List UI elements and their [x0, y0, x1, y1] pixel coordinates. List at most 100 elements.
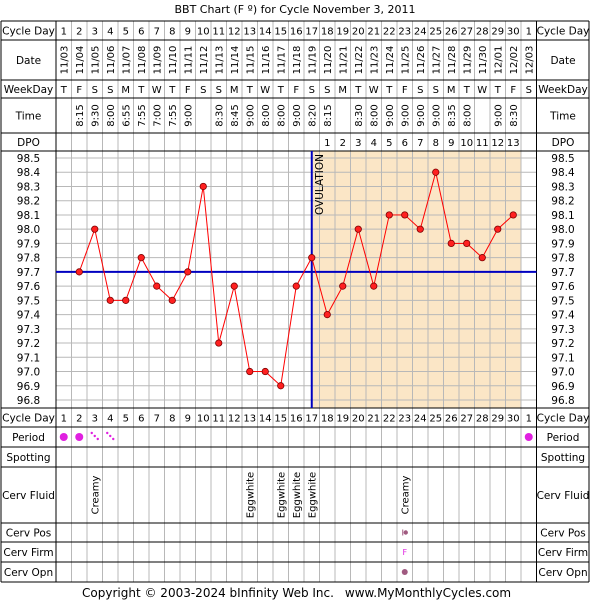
cycle-day-label-bottom: 13 — [243, 414, 256, 425]
temperature-segment — [357, 229, 375, 287]
time-label: 8:20 — [307, 104, 318, 126]
cycle-day-label-bottom: 5 — [123, 414, 129, 425]
cycle-day-label-bottom: 24 — [414, 414, 427, 425]
y-tick-label-left: 96.8 — [17, 395, 40, 407]
temperature-segment — [326, 285, 344, 315]
dpo-label: 5 — [386, 138, 392, 149]
y-tick-label-right: 98.2 — [551, 196, 574, 208]
weekday-label: F — [76, 85, 82, 96]
weekday-label: S — [417, 85, 423, 96]
cycle-day-label: 16 — [290, 27, 303, 38]
cycle-day-label: 13 — [243, 27, 256, 38]
date-label: 12/01 — [493, 46, 504, 75]
weekday-label: S — [433, 85, 439, 96]
time-label: 8:45 — [230, 104, 241, 126]
weekday-label: S — [324, 85, 330, 96]
period-spotty-marker — [93, 434, 96, 438]
temperature-point — [292, 282, 300, 290]
time-label: 8:00 — [261, 104, 272, 126]
temperature-point — [354, 225, 362, 233]
temperature-point — [153, 282, 161, 290]
temperature-segment — [295, 257, 313, 287]
temperature-point — [137, 254, 145, 262]
period-spotty-marker — [96, 437, 99, 441]
cycle-day-label-bottom: 23 — [398, 414, 411, 425]
y-axis-tick-labels: 96.8 96.8 96.9 96.9 97.0 97.0 97.1 97.1 97.2 97.2… — [17, 153, 575, 407]
weekday-label: T — [354, 85, 362, 96]
weekday-label: M — [121, 85, 130, 96]
y-tick-label-left: 97.4 — [17, 310, 41, 322]
footer-site[interactable]: www.MyMonthlyCycles.com — [345, 586, 511, 600]
temperature-point — [494, 225, 502, 233]
cycle-day-label: 11 — [212, 27, 225, 38]
cycle-day-label: 10 — [197, 27, 210, 38]
weekday-label: T — [463, 85, 471, 96]
y-tick-label-left: 97.2 — [17, 338, 40, 350]
weekday-label: W — [369, 85, 379, 96]
temperature-segment — [435, 172, 452, 244]
chart-grid — [0, 20, 590, 583]
time-label: 8:30 — [509, 104, 520, 126]
y-tick-label-right: 98.5 — [551, 153, 574, 165]
luteal-shade — [311, 151, 521, 408]
temperature-point — [215, 339, 223, 347]
cycle-day-label-bottom: 19 — [336, 414, 349, 425]
y-tick-label-left: 97.8 — [17, 253, 40, 265]
temperature-point — [184, 268, 192, 276]
temperature-point — [122, 296, 130, 304]
cycle-day-label-bottom: 30 — [507, 414, 520, 425]
cycle-day-label: 14 — [259, 27, 272, 38]
y-tick-label-right: 97.9 — [551, 238, 574, 250]
time-label: 9:30 — [90, 104, 101, 126]
temperature-segment — [342, 229, 359, 287]
y-tick-label-right: 98.3 — [551, 181, 574, 193]
row-label-time-left: Time — [15, 111, 42, 123]
date-label: 11/13 — [214, 46, 225, 75]
y-tick-label-right: 98.1 — [551, 210, 574, 222]
weekday-label: W — [152, 85, 162, 96]
dpo-label: 10 — [460, 138, 473, 149]
cerv-fluid-label: Eggwhite — [307, 472, 318, 518]
y-tick-label-right: 97.1 — [551, 352, 574, 364]
time-label: 9:00 — [431, 104, 442, 126]
cycle-day-label: 4 — [107, 27, 113, 38]
time-label: 7:55 — [168, 104, 179, 126]
time-label: 9:00 — [400, 104, 411, 126]
date-label: 11/21 — [338, 46, 349, 75]
date-label: 11/26 — [416, 46, 427, 75]
time-label: 8:30 — [354, 104, 365, 126]
cycle-day-label-bottom: 28 — [476, 414, 489, 425]
cycle-day-label: 9 — [185, 27, 191, 38]
temperature-point — [370, 282, 378, 290]
y-tick-label-left: 97.9 — [17, 238, 40, 250]
cycle-day-label-bottom: 4 — [107, 414, 113, 425]
temperature-segment — [140, 257, 158, 287]
cerv-fluid-label: Eggwhite — [245, 472, 256, 518]
time-label: 8:00 — [462, 104, 473, 126]
cycle-day-label: 3 — [92, 27, 98, 38]
y-tick-label-right: 97.7 — [551, 267, 574, 279]
date-label: 11/27 — [431, 46, 442, 75]
y-tick-label-right: 98.4 — [551, 167, 575, 179]
row-label-weekday-right: WeekDay — [538, 84, 588, 96]
weekday-label: M — [230, 85, 239, 96]
cycle-day-label-bottom: 2 — [76, 414, 82, 425]
row-label-cerv-firm-right: Cerv Firm — [538, 547, 588, 559]
temperature-segment — [233, 286, 251, 372]
weekday-label: M — [447, 85, 456, 96]
cerv-fluid-label: Eggwhite — [292, 472, 303, 518]
row-label-cerv-opn-right: Cerv Opn — [538, 567, 587, 579]
y-tick-label-left: 98.5 — [17, 153, 40, 165]
weekday-label: W — [260, 85, 270, 96]
temperature-segment — [171, 271, 189, 301]
cycle-day-label-bottom: 25 — [429, 414, 442, 425]
grid-cell-texts: 11T11/0322F11/048:1533S11/059:30Creamy44… — [59, 27, 535, 575]
temperature-point — [246, 367, 254, 376]
cycle-day-label-bottom: 26 — [445, 414, 458, 425]
y-tick-label-left: 98.1 — [17, 210, 40, 222]
period-spotty-marker — [112, 437, 115, 441]
time-label: 9:00 — [416, 104, 427, 126]
date-label: 11/05 — [90, 46, 101, 75]
row-label-cerv-fluid-left: Cerv Fluid — [2, 490, 55, 502]
cycle-day-label-bottom: 21 — [367, 414, 380, 425]
